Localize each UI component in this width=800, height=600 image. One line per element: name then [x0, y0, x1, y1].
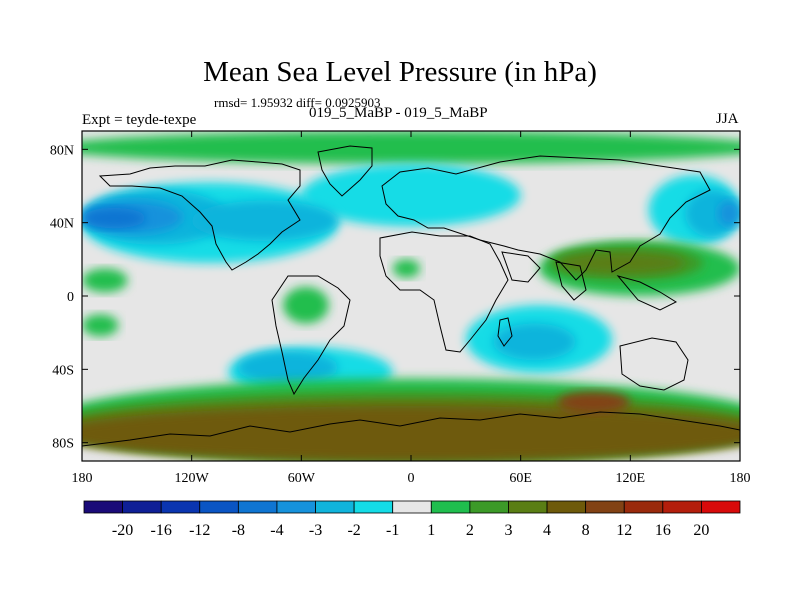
colorbar-box-4	[237, 500, 278, 514]
colorbar-box-0	[83, 500, 123, 514]
colorbar-label-5: -3	[309, 522, 322, 539]
colorbar-label-10: 3	[504, 522, 512, 539]
contour-region-19	[493, 323, 576, 361]
colorbar-label-9: 2	[466, 522, 474, 539]
colorbar-box-5	[276, 500, 316, 514]
x-tick-label-2: 60W	[288, 471, 316, 486]
coastline-eurasia	[381, 155, 711, 281]
coastline-india	[555, 261, 587, 301]
coastline-greenland	[317, 145, 373, 197]
coastline-australia	[619, 337, 689, 391]
colorbar-label-8: 1	[427, 522, 435, 539]
x-tick-label-5: 120E	[616, 471, 646, 486]
axis-tick-labels: 180 120W 60W 0 60E 120E 180 80N 40N 0 40S 80S	[50, 143, 751, 486]
colorbar-label-14: 16	[655, 522, 671, 539]
y-tick-label-4: 80S	[52, 437, 74, 452]
colorbar-label-2: -12	[189, 522, 210, 539]
experiment-label: Expt = teyde-texpe	[82, 112, 197, 128]
y-tick-label-2: 0	[67, 290, 74, 305]
colorbar-box-1	[122, 500, 162, 514]
coastline-arabia	[501, 251, 541, 283]
colorbar-labels: -20 -16 -12 -8 -4 -3 -2 -1 1 2 3 4 8 12 16 20	[112, 522, 709, 539]
coastline-madagascar	[497, 317, 513, 347]
contour-region-13	[557, 252, 686, 274]
coastline-se-asia	[616, 275, 678, 311]
x-tick-label-6: 180	[730, 471, 751, 486]
contour-region-16	[283, 286, 329, 324]
contour-fill-layer	[82, 131, 740, 461]
colorbar-label-7: -1	[386, 522, 399, 539]
colorbar-boxes	[83, 500, 741, 514]
contour-region-1	[82, 131, 740, 164]
contour-region-15	[82, 314, 119, 337]
stats-line: rmsd= 1.95932 diff= 0.0925903	[214, 95, 381, 110]
x-tick-label-4: 60E	[509, 471, 532, 486]
comparison-label: 019_5_MaBP - 019_5_MaBP	[309, 105, 488, 121]
colorbar-label-11: 4	[543, 522, 551, 539]
colorbar-label-1: -16	[151, 522, 172, 539]
colorbar-box-16	[701, 500, 741, 514]
colorbar-box-3	[199, 500, 239, 514]
contour-region-7	[191, 200, 338, 241]
contour-region-17	[392, 259, 421, 278]
contour-region-10	[718, 200, 740, 227]
contour-region-21	[237, 351, 338, 384]
colorbar-label-13: 12	[616, 522, 632, 539]
colorbar-box-7	[353, 500, 394, 514]
colorbar-label-4: -4	[270, 522, 283, 539]
colorbar-box-8	[392, 500, 432, 514]
colorbar-box-13	[585, 500, 625, 514]
contour-region-6	[301, 164, 521, 227]
colorbar-box-9	[430, 500, 471, 514]
colorbar-box-11	[508, 500, 548, 514]
x-tick-label-1: 120W	[175, 471, 210, 486]
coastline-africa	[379, 231, 509, 353]
x-tick-label-0: 180	[72, 471, 93, 486]
coastline-north-america	[98, 159, 301, 271]
coastline-south-america	[271, 275, 351, 396]
x-tick-label-3: 0	[408, 471, 415, 486]
colorbar-label-6: -2	[347, 522, 360, 539]
colorbar-box-6	[315, 500, 355, 514]
colorbar-label-0: -20	[112, 522, 133, 539]
season-label: JJA	[716, 111, 739, 127]
colorbar-box-15	[662, 500, 702, 514]
contour-region-14	[82, 268, 128, 293]
y-tick-label-0: 80N	[50, 143, 74, 158]
coastline-layer	[82, 145, 740, 447]
colorbar-box-2	[160, 500, 201, 514]
colorbar-box-12	[546, 500, 587, 514]
chart-title: Mean Sea Level Pressure (in hPa)	[203, 56, 597, 88]
colorbar-label-15: 20	[693, 522, 709, 539]
y-tick-label-1: 40N	[50, 217, 74, 232]
colorbar-label-3: -8	[232, 522, 245, 539]
contour-region-25	[82, 406, 740, 461]
colorbar-label-12: 8	[582, 522, 590, 539]
colorbar-box-14	[623, 500, 664, 514]
contour-region-5	[82, 208, 146, 229]
y-tick-label-3: 40S	[52, 363, 74, 378]
coastline-antarctica	[82, 411, 740, 447]
contour-region-26	[557, 391, 631, 414]
colorbar-box-10	[469, 500, 509, 514]
axis-ticks	[81, 131, 741, 461]
